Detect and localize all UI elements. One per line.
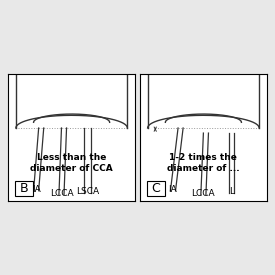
Text: LCCA: LCCA <box>192 189 215 198</box>
Text: B: B <box>20 182 28 195</box>
Text: C: C <box>152 182 160 195</box>
Text: L: L <box>229 188 234 196</box>
Text: IA: IA <box>32 185 40 194</box>
Text: Less than the
diameter of CCA: Less than the diameter of CCA <box>30 153 113 172</box>
FancyBboxPatch shape <box>15 181 33 196</box>
Text: LSCA: LSCA <box>76 188 99 196</box>
FancyBboxPatch shape <box>147 181 165 196</box>
Text: LCCA: LCCA <box>50 189 73 198</box>
Text: IA: IA <box>169 185 177 194</box>
Text: 1-2 times the
diameter of ...: 1-2 times the diameter of ... <box>167 153 240 172</box>
